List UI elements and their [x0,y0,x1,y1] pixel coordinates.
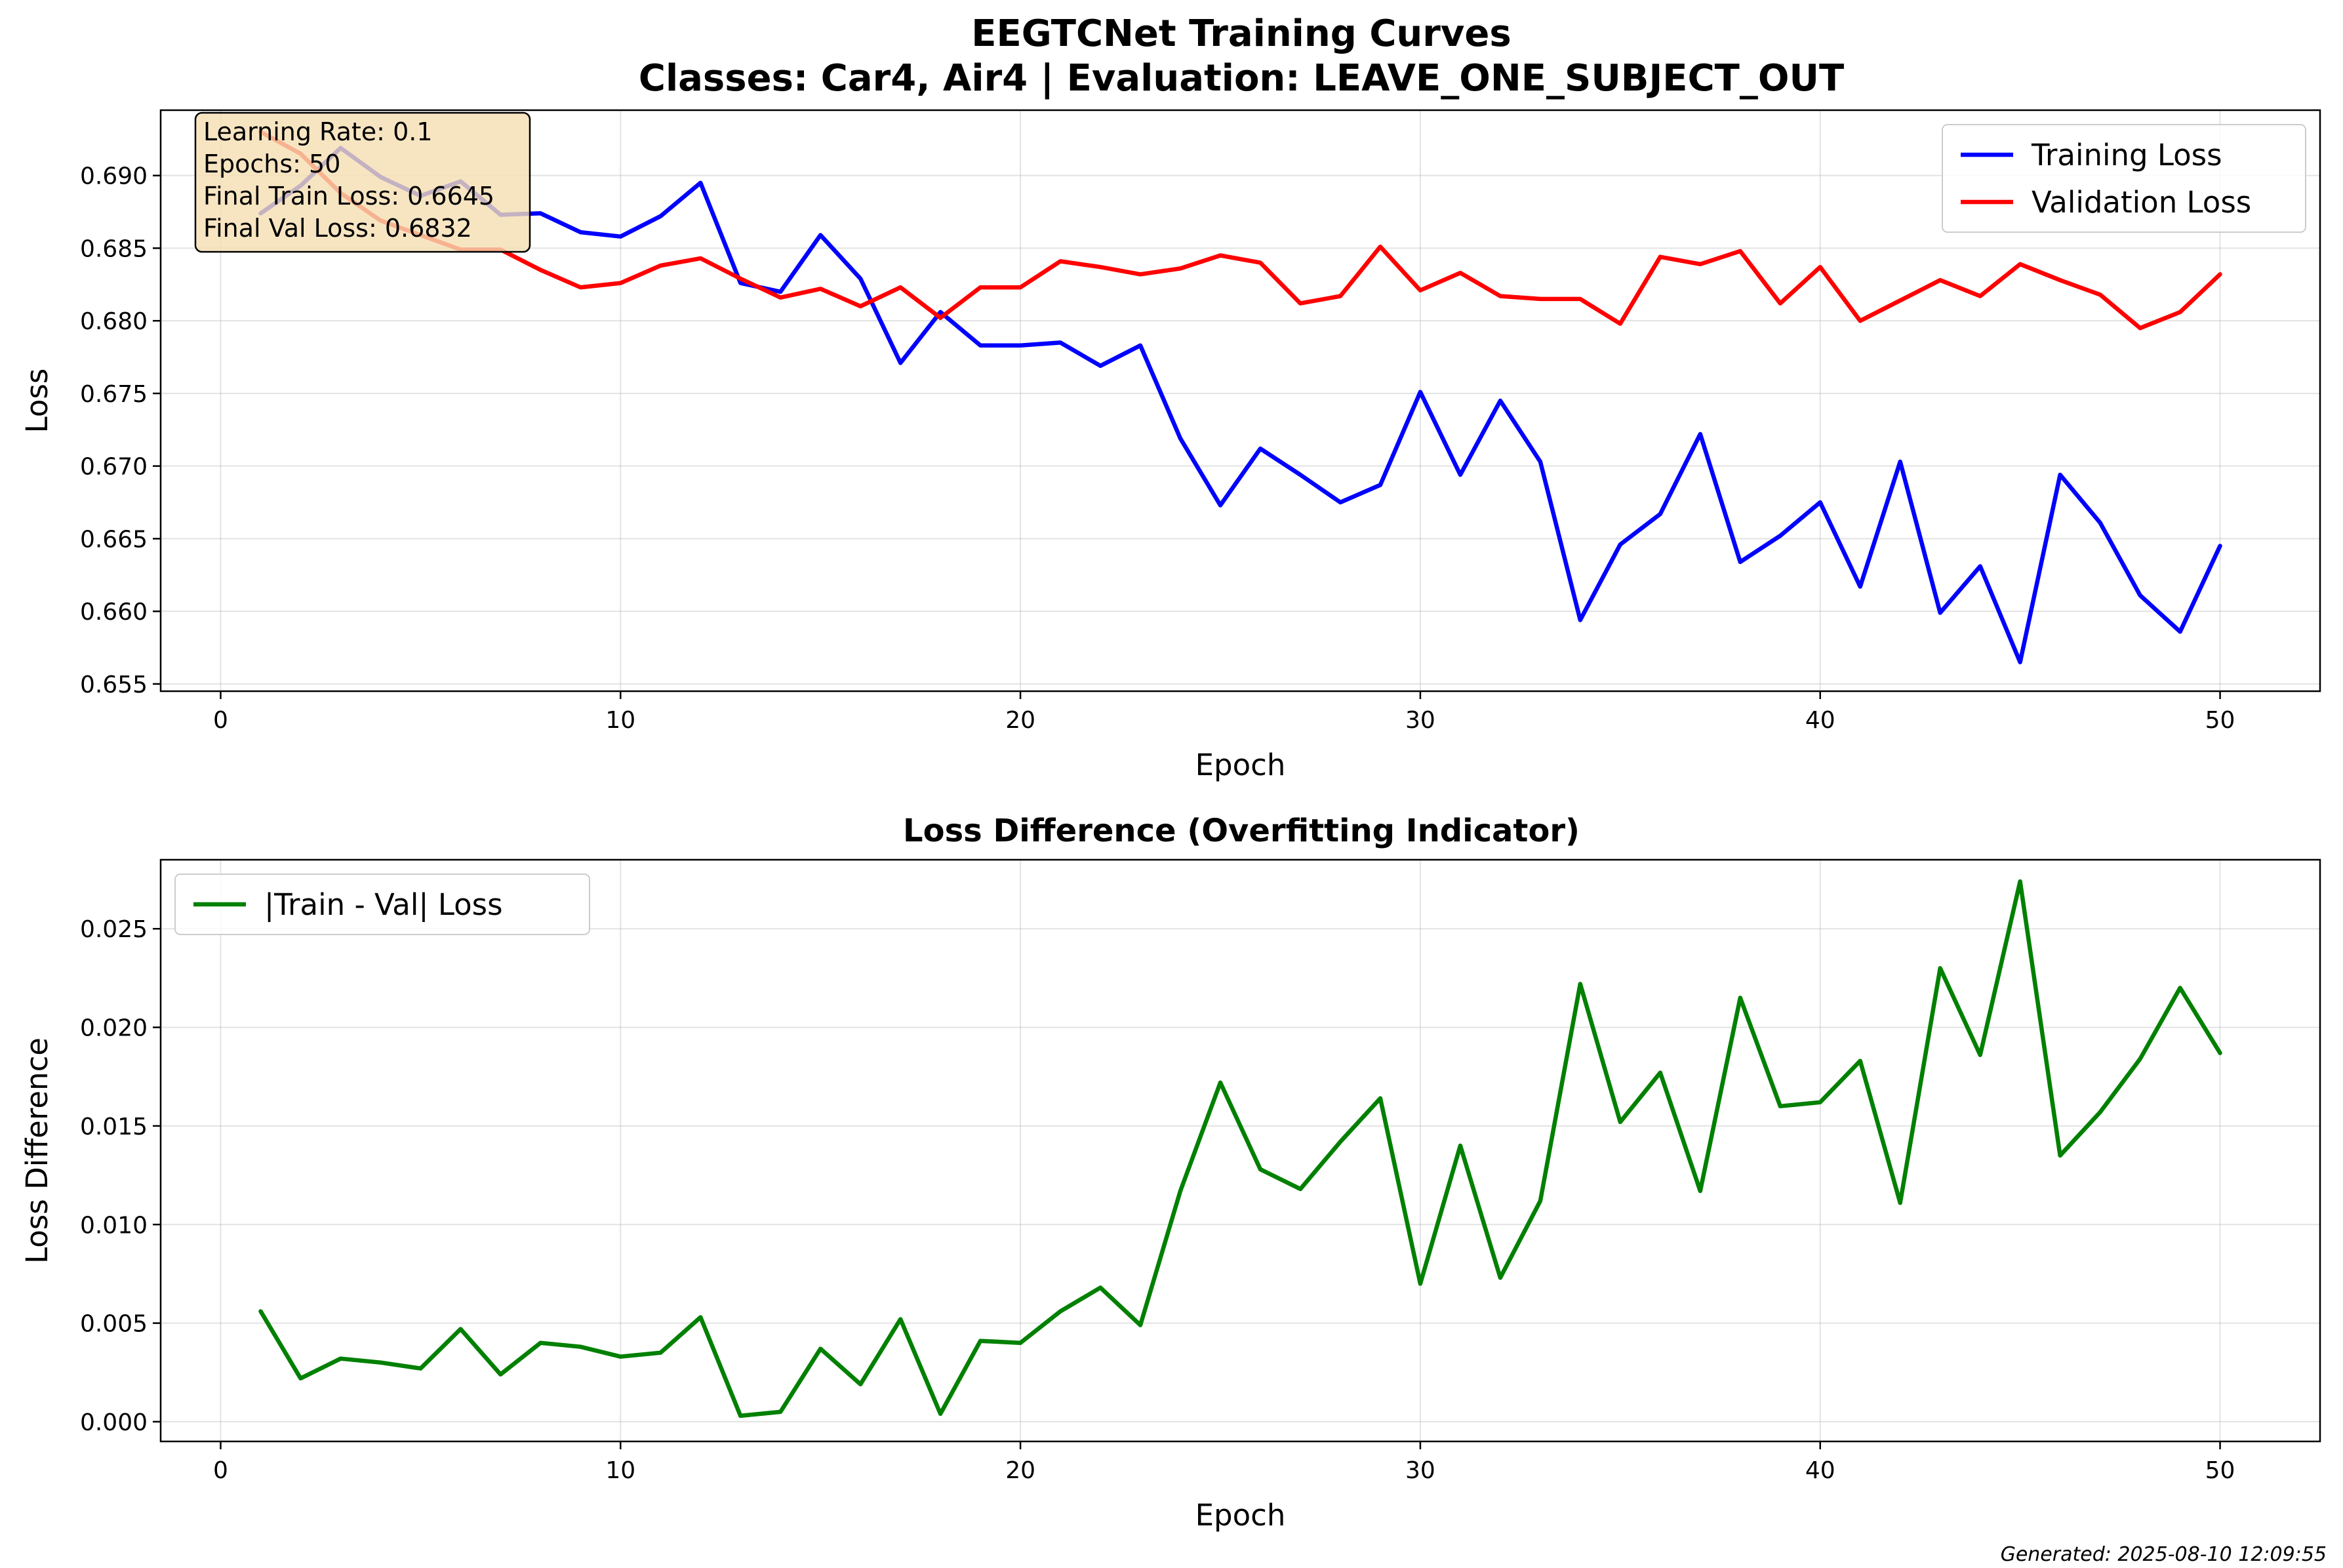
x-tick-label: 50 [2205,1457,2235,1484]
x-tick-label: 0 [213,1457,228,1484]
legend-box [174,874,590,935]
y-tick-label: 0.665 [80,526,148,553]
x-tick-label: 0 [213,707,228,734]
info-box-line-4: Final Val Loss: 0.6832 [203,214,472,243]
x-tick-label: 10 [605,1457,635,1484]
footer-timestamp: Generated: 2025-08-10 12:09:55 [2001,1543,2327,1566]
y-tick-label: 0.675 [80,381,148,408]
figure-title-line2: Classes: Car4, Air4 | Evaluation: LEAVE_… [639,57,1844,100]
loss-difference-panel: 0 10 20 30 40 50 0.000 0.005 0.010 0.015 0.020 0.02… [20,858,2321,1533]
y-axis-label: Loss Difference [20,1037,54,1264]
y-tick-label: 0.000 [80,1409,148,1436]
info-box-line-1: Learning Rate: 0.1 [203,117,433,146]
x-axis-label: Epoch [1195,748,1286,782]
legend-label-2: Validation Loss [2032,185,2251,220]
y-tick-label: 0.020 [80,1015,148,1042]
y-tick-label: 0.010 [80,1212,148,1239]
x-tick-label: 50 [2205,707,2235,734]
info-box-background [194,111,531,253]
series-line-1 [258,146,2222,664]
legend-label-1: Training Loss [2031,138,2222,172]
series-line-2 [258,129,2222,331]
y-tick-label: 0.690 [80,163,148,190]
legend: |Train - Val| Loss [174,874,590,935]
training-loss-panel: 0 10 20 30 40 50 0.655 0.660 0.665 0.670 0.675 0.68… [20,109,2321,782]
x-tick-label: 20 [1005,707,1035,734]
x-tick-label: 40 [1805,1457,1835,1484]
y-tick-label: 0.005 [80,1311,148,1338]
axes-frame [159,109,2321,693]
y-tick-label: 0.680 [80,308,148,335]
y-tick-label: 0.685 [80,235,148,262]
x-tick-label: 30 [1405,1457,1435,1484]
x-tick-label: 10 [605,707,635,734]
y-tick-label: 0.655 [80,672,148,698]
info-box: Learning Rate: 0.1 Epochs: 50 Final Train … [194,111,531,253]
y-tick-label: 0.670 [80,454,148,481]
info-box-line-3: Final Train Loss: 0.6645 [203,182,494,211]
legend-box [1942,124,2306,233]
y-axis-label: Loss [20,369,54,433]
legend-label-1: |Train - Val| Loss [264,887,503,922]
figure-title-line1: EEGTCNet Training Curves [971,12,1511,55]
axes-frame [159,858,2321,1443]
x-tick-label: 30 [1405,707,1435,734]
panel2-title: Loss Difference (Overfitting Indicator) [903,813,1580,849]
x-tick-label: 20 [1005,1457,1035,1484]
legend: Training Loss Validation Loss [1942,124,2306,233]
y-tick-label: 0.015 [80,1114,148,1140]
series-line-1 [258,879,2222,1418]
y-tick-label: 0.025 [80,916,148,943]
info-box-line-2: Epochs: 50 [203,150,340,178]
x-axis-label: Epoch [1195,1498,1286,1533]
x-tick-label: 40 [1805,707,1835,734]
y-tick-label: 0.660 [80,599,148,626]
